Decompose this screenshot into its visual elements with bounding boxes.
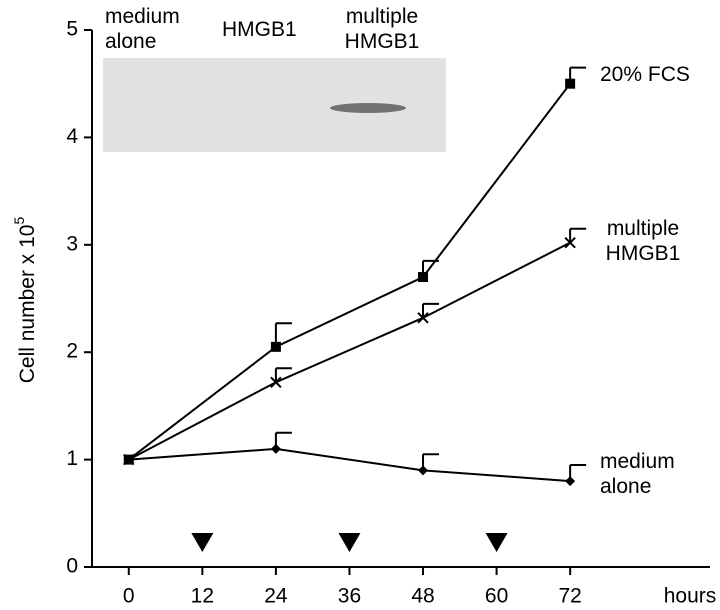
series-label: multiple HMGB1 [605, 217, 681, 265]
marker [270, 376, 282, 388]
y-tick-label: 4 [66, 125, 78, 148]
treatment-marker [485, 533, 508, 552]
y-tick-label: 5 [66, 18, 78, 41]
series-label: 20% FCS [600, 63, 690, 86]
x-tick-label: 60 [485, 585, 508, 608]
marker [565, 476, 576, 487]
error-bar [274, 367, 292, 383]
x-tick-label: 12 [191, 585, 214, 608]
y-tick-label: 1 [66, 447, 78, 470]
marker [270, 443, 281, 454]
y-label-text: Cell number x 10 [16, 225, 39, 384]
y-axis-label: Cell number x 105 [11, 217, 39, 384]
treatment-marker [338, 533, 361, 552]
inset-lane-label: medium alone [105, 5, 180, 53]
x-tick-label: 48 [411, 585, 434, 608]
y-tick-label: 2 [66, 340, 78, 363]
marker [417, 312, 429, 324]
marker [564, 236, 576, 249]
y-tick-label: 3 [66, 232, 78, 255]
treatment-marker [191, 533, 214, 552]
x-tick-label: 72 [558, 585, 581, 608]
marker [418, 272, 429, 283]
series-line [128, 241, 571, 461]
marker [270, 341, 281, 352]
series-label: medium alone [600, 450, 675, 498]
marker [418, 465, 429, 476]
x-tick-label: 24 [264, 585, 288, 608]
error-bar [569, 227, 587, 243]
y-tick-label: 0 [66, 555, 78, 578]
inset-lane-label: HMGB1 [222, 18, 297, 41]
marker [565, 78, 576, 89]
y-label-exponent: 5 [11, 217, 27, 225]
x-tick-label: 0 [123, 585, 135, 608]
series-line [128, 447, 571, 483]
marker [123, 454, 134, 465]
x-tick-label: 36 [338, 585, 361, 608]
blot-band [330, 103, 406, 113]
x-axis-label: hours [664, 585, 717, 608]
series-line [128, 83, 571, 461]
error-bar [422, 302, 440, 318]
inset-lane-label: multiple HMGB1 [344, 5, 420, 53]
